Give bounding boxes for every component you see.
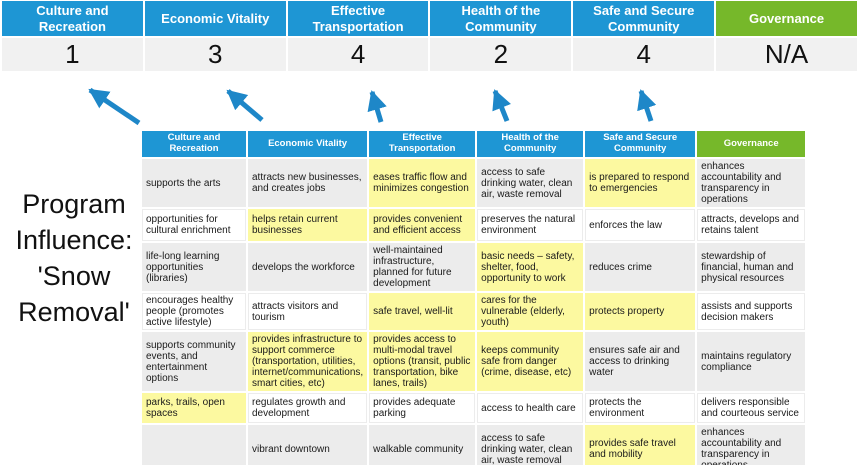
matrix-cell-r3-health-of-the-community: basic needs – safety, shelter, food, opp… (477, 243, 584, 291)
matrix-cell-r2-culture-and-recreation: opportunities for cultural enrichment (142, 209, 246, 241)
matrix-cell-r1-economic-vitality: attracts new businesses, and creates job… (248, 159, 368, 207)
matrix-header-health-of-the-community: Health of the Community (477, 131, 584, 157)
matrix-cell-r7-safe-and-secure-community: provides safe travel and mobility (585, 425, 696, 465)
matrix-row-5: supports community events, and entertain… (142, 332, 806, 391)
matrix-cell-r4-economic-vitality: attracts visitors and tourism (248, 293, 368, 330)
matrix-cell-r6-culture-and-recreation: parks, trails, open spaces (142, 393, 246, 423)
scoreboard-header-safe-and-secure-community: Safe and Secure Community (573, 1, 715, 36)
matrix-cell-r7-effective-transportation: walkable community (369, 425, 476, 465)
matrix-cell-r6-health-of-the-community: access to health care (477, 393, 584, 423)
arrow-icon-2 (226, 89, 264, 122)
matrix-cell-r4-safe-and-secure-community: protects property (585, 293, 696, 330)
score-value-economic-vitality: 3 (144, 38, 286, 71)
matrix-cell-r2-health-of-the-community: preserves the natural environment (477, 209, 584, 241)
matrix-cell-r5-safe-and-secure-community: ensures safe air and access to drinking … (585, 332, 696, 391)
scoreboard-header-economic-vitality: Economic Vitality (144, 1, 286, 36)
matrix-cell-r3-safe-and-secure-community: reduces crime (585, 243, 696, 291)
matrix-cell-r1-safe-and-secure-community: is prepared to respond to emergencies (585, 159, 696, 207)
score-value-safe-and-secure-community: 4 (573, 38, 715, 71)
scoreboard-header-effective-transportation: Effective Transportation (287, 1, 429, 36)
matrix-cell-r3-effective-transportation: well-maintained infrastructure, planned … (369, 243, 476, 291)
matrix-row-6: parks, trails, open spaces regulates grow… (142, 393, 806, 423)
program-influence-label: Program Influence: 'Snow Removal' (15, 189, 133, 327)
matrix-row-1: supports the arts attracts new businesses… (142, 159, 806, 207)
scoreboard-header-governance: Governance (716, 1, 857, 36)
matrix-cell-r7-economic-vitality: vibrant downtown (248, 425, 368, 465)
matrix-cell-r4-effective-transportation: safe travel, well-lit (369, 293, 476, 330)
matrix-header-governance: Governance (697, 131, 806, 157)
matrix-cell-r5-economic-vitality: provides infrastructure to support comme… (248, 332, 368, 391)
arrow-icon-1 (88, 87, 141, 126)
score-value-governance: N/A (716, 38, 857, 71)
matrix-cell-r6-safe-and-secure-community: protects the environment (585, 393, 696, 423)
matrix-cell-r3-governance: stewardship of financial, human and phys… (697, 243, 806, 291)
scoreboard: Culture and Recreation Economic Vitality E… (2, 1, 857, 71)
matrix-header-safe-and-secure-community: Safe and Secure Community (585, 131, 696, 157)
matrix-cell-r2-safe-and-secure-community: enforces the law (585, 209, 696, 241)
matrix-cell-r6-effective-transportation: provides adequate parking (369, 393, 476, 423)
matrix-cell-r1-culture-and-recreation: supports the arts (142, 159, 246, 207)
matrix-cell-r4-governance: assists and supports decision makers (697, 293, 806, 330)
matrix-cell-r2-effective-transportation: provides convenient and efficient access (369, 209, 476, 241)
matrix-cell-r1-effective-transportation: eases traffic flow and minimizes congest… (369, 159, 476, 207)
score-value-culture-and-recreation: 1 (2, 38, 143, 71)
matrix-cell-r4-health-of-the-community: cares for the vulnerable (elderly, youth… (477, 293, 584, 330)
arrow-icon-4 (492, 89, 511, 122)
matrix-row-7: vibrant downtown walkable community access… (142, 425, 806, 465)
matrix-cell-r4-culture-and-recreation: encourages healthy people (promotes acti… (142, 293, 246, 330)
matrix-row-2: opportunities for cultural enrichment hel… (142, 209, 806, 241)
matrix-header-effective-transportation: Effective Transportation (369, 131, 476, 157)
arrow-icon-3 (367, 90, 387, 123)
matrix-cell-r6-governance: delivers responsible and courteous servi… (697, 393, 806, 423)
matrix-cell-r6-economic-vitality: regulates growth and development (248, 393, 368, 423)
matrix-cell-r5-effective-transportation: provides access to multi-modal travel op… (369, 332, 476, 391)
matrix-cell-r5-culture-and-recreation: supports community events, and entertain… (142, 332, 246, 391)
matrix-header-economic-vitality: Economic Vitality (248, 131, 368, 157)
matrix-header-row: Culture and Recreation Economic Vitality E… (142, 131, 806, 157)
matrix-cell-r2-economic-vitality: helps retain current businesses (248, 209, 368, 241)
matrix-cell-r5-governance: maintains regulatory compliance (697, 332, 806, 391)
scoreboard-header-health-of-the-community: Health of the Community (430, 1, 572, 36)
matrix-cell-r7-governance: enhances accountability and transparency… (697, 425, 806, 465)
matrix-cell-r1-health-of-the-community: access to safe drinking water, clean air… (477, 159, 584, 207)
matrix-cell-r3-economic-vitality: develops the workforce (248, 243, 368, 291)
matrix-row-4: encourages healthy people (promotes acti… (142, 293, 806, 330)
matrix-cell-r2-governance: attracts, develops and retains talent (697, 209, 806, 241)
matrix-cell-r3-culture-and-recreation: life-long learning opportunities (librar… (142, 243, 246, 291)
arrow-icon-5 (637, 89, 657, 122)
matrix-row-3: life-long learning opportunities (librar… (142, 243, 806, 291)
matrix-cell-r7-culture-and-recreation (142, 425, 246, 465)
matrix-cell-r7-health-of-the-community: access to safe drinking water, clean air… (477, 425, 584, 465)
score-value-health-of-the-community: 2 (430, 38, 572, 71)
matrix-cell-r5-health-of-the-community: keeps community safe from danger (crime,… (477, 332, 584, 391)
score-value-effective-transportation: 4 (287, 38, 429, 71)
matrix-header-culture-and-recreation: Culture and Recreation (142, 131, 246, 157)
influence-matrix: Culture and Recreation Economic Vitality E… (140, 129, 808, 465)
matrix-cell-r1-governance: enhances accountability and transparency… (697, 159, 806, 207)
scoreboard-header-culture-and-recreation: Culture and Recreation (2, 1, 143, 36)
